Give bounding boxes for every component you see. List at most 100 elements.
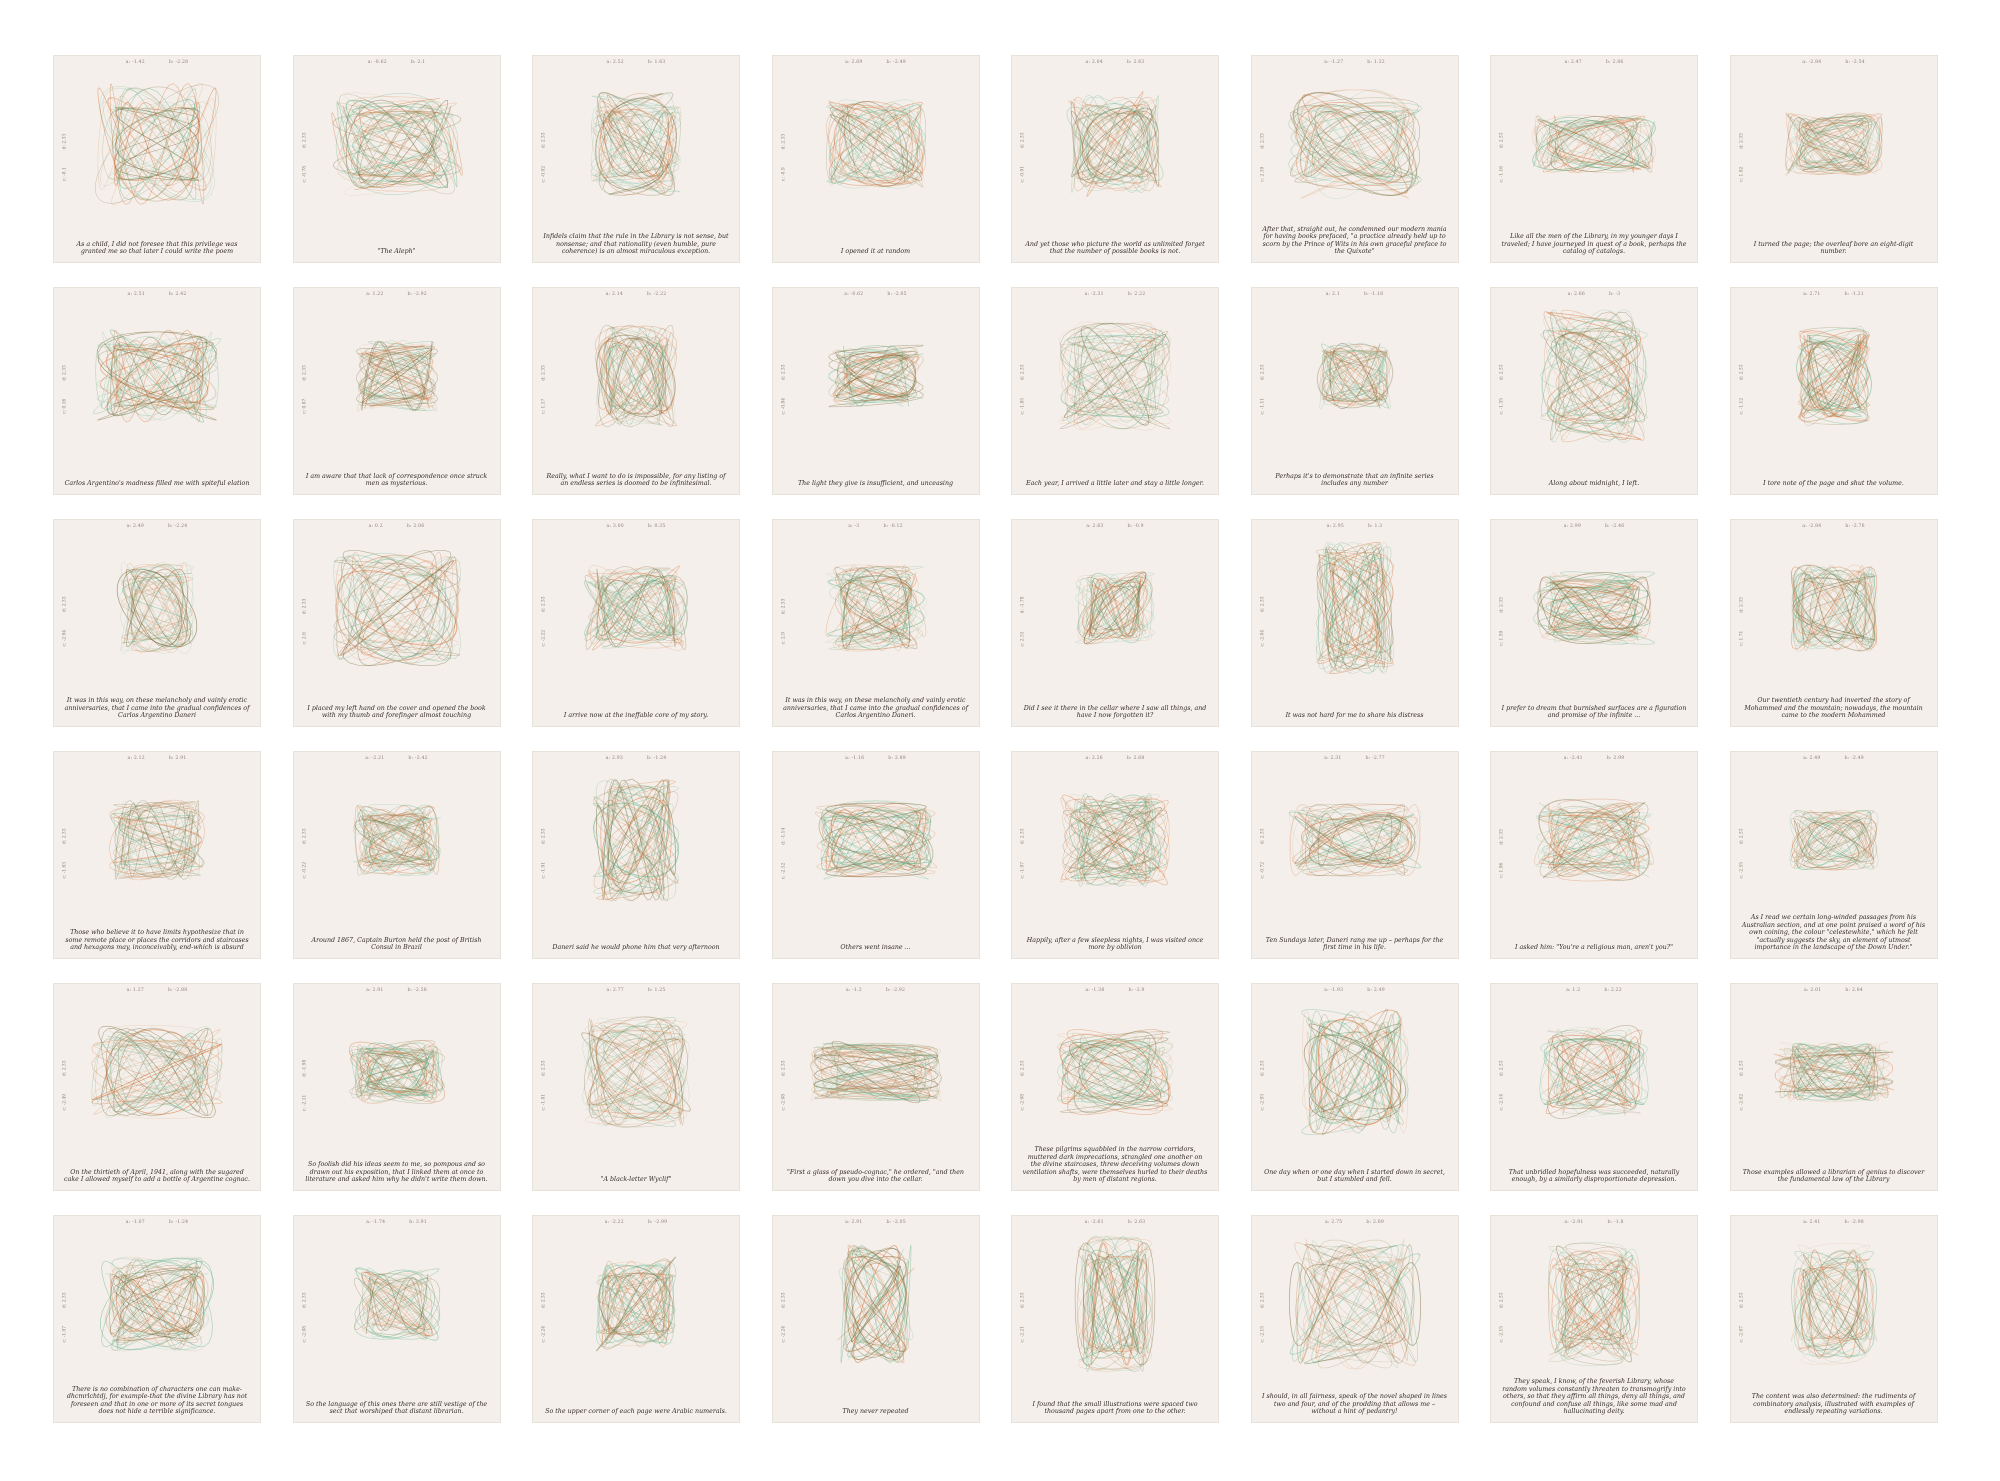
curve-stroke xyxy=(841,567,910,649)
curve-stroke xyxy=(1316,1239,1393,1369)
curve-stroke xyxy=(1077,575,1153,641)
curve-stroke xyxy=(1058,328,1172,424)
curve-stroke xyxy=(592,786,680,894)
curve-stroke xyxy=(1090,577,1140,639)
curve-stroke xyxy=(343,92,450,196)
artwork-card: a: 2.52 b: 1.63 c: -0.02d: 2.33 Infidels cl… xyxy=(533,56,739,262)
curve-stroke xyxy=(120,576,194,640)
curve-stroke xyxy=(1548,586,1640,630)
curve-stroke xyxy=(601,1266,671,1342)
curve-stroke xyxy=(1796,822,1871,858)
param-c: c: 2.51 xyxy=(1020,631,1026,647)
param-d: d: 2.33 xyxy=(62,133,68,150)
curve-stroke xyxy=(1777,1053,1890,1091)
curve-stroke xyxy=(1548,116,1640,172)
curve-stroke xyxy=(1549,574,1639,642)
curve-stroke xyxy=(843,355,908,397)
curve-stroke xyxy=(582,1038,690,1106)
attractor-drawing xyxy=(1548,1242,1640,1366)
param-b: b: -2.77 xyxy=(1365,756,1385,761)
artwork-card: a: 3.00 b: 0.35 c: -2.22d: 2.33 I arrive no… xyxy=(533,520,739,726)
curve-stroke xyxy=(115,799,199,881)
curve-stroke xyxy=(1301,1010,1408,1134)
attractor-drawing xyxy=(109,799,205,881)
curve-stroke xyxy=(1073,104,1157,184)
curve-stroke xyxy=(126,568,188,648)
curve-stroke xyxy=(107,335,208,417)
curve-stroke xyxy=(348,1041,445,1103)
curve-stroke xyxy=(820,1045,931,1099)
param-header: a: 2.51 b: 2.42 xyxy=(54,292,260,297)
curve-stroke xyxy=(130,564,184,652)
curve-stroke xyxy=(1801,820,1866,860)
curve-stroke xyxy=(120,561,194,655)
curve-stroke xyxy=(1068,807,1162,873)
artwork-card: a: -1.42 b: -2.28 c: -0.1d: 2.33 As a child… xyxy=(54,56,260,262)
curve-stroke xyxy=(134,581,180,635)
param-b: b: 2.69 xyxy=(1366,1220,1384,1225)
curve-stroke xyxy=(113,329,201,423)
curve-stroke xyxy=(1329,343,1380,409)
param-d: d: 2.33 xyxy=(62,365,68,381)
curve-stroke xyxy=(341,105,452,183)
curve-stroke xyxy=(601,344,671,408)
curve-stroke xyxy=(1800,1261,1867,1347)
attractor-drawing xyxy=(1075,571,1155,645)
curve-stroke xyxy=(1547,1035,1641,1109)
curve-stroke xyxy=(361,1277,432,1331)
param-c: c: -2.15 xyxy=(1260,1325,1265,1343)
curve-stroke xyxy=(332,110,461,178)
param-b: b: 2.06 xyxy=(406,524,425,529)
curve-stroke xyxy=(1553,586,1635,630)
curve-stroke xyxy=(813,1043,938,1101)
curve-stroke xyxy=(1312,817,1397,863)
artwork-card: a: -0.62 b: 2.1 c: -0.78d: 2.33 "The Aleph" xyxy=(293,56,500,262)
curve-stroke xyxy=(1090,1258,1140,1350)
curve-stroke xyxy=(1797,813,1870,867)
param-b: b: 1.32 xyxy=(1367,60,1385,65)
curve-stroke xyxy=(1542,115,1646,173)
curve-stroke xyxy=(1299,111,1410,177)
attractor-drawing xyxy=(1288,803,1421,877)
curve-stroke xyxy=(591,105,681,183)
curve-stroke xyxy=(827,344,924,408)
curve-stroke xyxy=(1066,1029,1164,1115)
param-d: d: 2.33 xyxy=(541,365,547,381)
curve-stroke xyxy=(114,346,200,406)
curve-stroke xyxy=(359,111,434,177)
param-c: c: -0.72 xyxy=(1260,861,1265,879)
card-caption: Daneri said he would phone him that very… xyxy=(552,944,720,952)
curve-stroke xyxy=(610,328,662,424)
curve-stroke xyxy=(1793,1053,1874,1091)
curve-stroke xyxy=(364,817,429,863)
curve-stroke xyxy=(1082,1238,1148,1370)
curve-stroke xyxy=(111,86,203,202)
param-side: c: -2.14d: 2.33 xyxy=(1500,1041,1505,1131)
card-caption: I arrive now at the ineffable core of my… xyxy=(563,712,709,720)
curve-stroke xyxy=(1088,1236,1142,1372)
curve-stroke xyxy=(1562,1242,1626,1366)
curve-stroke xyxy=(1538,121,1650,168)
param-side: c: -0.78d: 2.33 xyxy=(302,113,307,203)
curve-stroke xyxy=(1550,578,1638,638)
curve-stroke xyxy=(1562,1256,1626,1352)
curve-stroke xyxy=(603,1023,669,1121)
curve-stroke xyxy=(119,333,195,419)
curve-stroke xyxy=(1551,1044,1637,1100)
curve-stroke xyxy=(1538,814,1650,866)
curve-stroke xyxy=(1551,1263,1637,1345)
curve-stroke xyxy=(339,105,454,183)
curve-stroke xyxy=(827,100,924,188)
attractor-drawing xyxy=(1066,91,1164,197)
curve-stroke xyxy=(99,86,215,202)
param-header: a: -1.93 b: 2.49 xyxy=(1252,988,1458,993)
curve-stroke xyxy=(112,804,202,876)
curve-stroke xyxy=(1315,1249,1394,1360)
param-b: b: -0.9 xyxy=(1127,524,1144,529)
curve-stroke xyxy=(843,352,908,400)
param-side: c: 1.96d: 2.33 xyxy=(1500,809,1505,899)
curve-stroke xyxy=(1558,311,1630,441)
attractor-drawing xyxy=(1058,321,1172,431)
curve-stroke xyxy=(819,816,932,864)
curve-stroke xyxy=(356,113,437,175)
